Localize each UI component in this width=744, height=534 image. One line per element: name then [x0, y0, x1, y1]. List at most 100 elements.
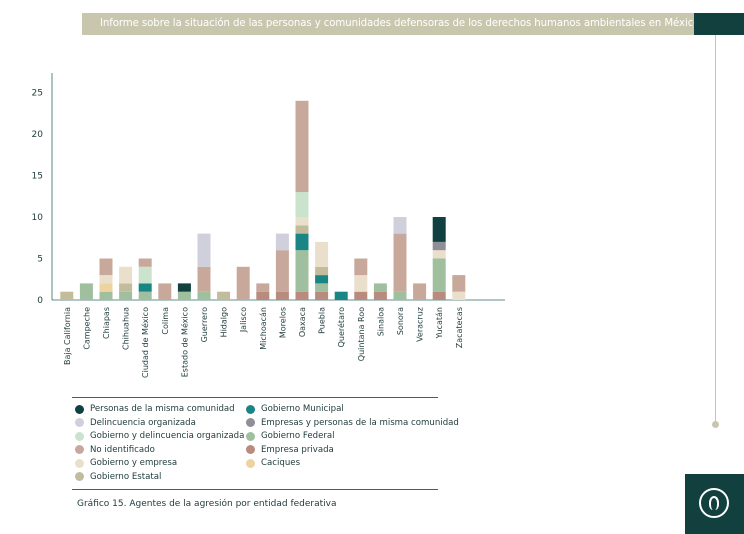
bar-segment [315, 291, 329, 300]
bar-segment [432, 291, 446, 300]
bar-segment [393, 217, 407, 234]
bar-segment [432, 258, 446, 292]
x-tick-label: Chihuahua [122, 307, 131, 350]
chart-caption: Gráfico 15. Agentes de la agresión por e… [77, 499, 337, 509]
x-tick-label: Sonora [396, 307, 405, 335]
legend-label: Empresa privada [261, 444, 334, 455]
bar-segment [158, 283, 172, 300]
legend-bottom-rule [72, 489, 438, 490]
legend-swatch [246, 431, 255, 441]
bar-segment [197, 233, 211, 267]
bar-segment [315, 275, 329, 284]
bar-segment [432, 241, 446, 251]
bar-segment [295, 100, 309, 193]
x-tick-label: Baja California [63, 307, 72, 365]
legend-swatch [75, 458, 84, 468]
bar-segment [119, 291, 133, 300]
side-rule-dot [712, 421, 719, 428]
x-tick-label: Colima [161, 307, 170, 335]
x-tick-label: Morelos [278, 307, 287, 338]
side-rule [715, 35, 716, 425]
legend-label: Gobierno Federal [261, 431, 335, 441]
bar-segment [197, 291, 211, 300]
report-title: Informe sobre la situación de las person… [100, 18, 732, 29]
x-tick-label: Puebla [318, 307, 327, 334]
bar-segment [217, 291, 231, 300]
bar-segment [315, 283, 329, 292]
legend-swatch [75, 431, 84, 441]
x-tick-label: Hidalgo [220, 307, 229, 338]
bar-segment [60, 291, 74, 300]
bar-segment [334, 291, 348, 300]
y-tick-label: 0 [37, 296, 43, 306]
header-bar [82, 13, 694, 35]
x-tick-label: Ciudad de México [140, 307, 150, 378]
legend-label: Gobierno Estatal [90, 471, 162, 482]
x-tick-label: Michoacán [259, 307, 268, 350]
legend-swatch [75, 404, 84, 414]
bar-segment [138, 266, 152, 284]
bar-segment [452, 275, 466, 292]
bar-segment [99, 283, 113, 292]
x-tick-label: Chiapas [102, 307, 111, 339]
x-tick-label: Zacatecas [455, 307, 464, 348]
legend-swatch [246, 445, 255, 454]
header-accent [694, 13, 744, 35]
bar-segment [432, 250, 446, 259]
legend-swatch [75, 445, 84, 454]
bar-segment [275, 233, 289, 251]
y-tick-label: 20 [32, 130, 44, 140]
x-tick-label: Jalisco [239, 307, 248, 333]
bar-segment [373, 291, 387, 300]
bar-segment [177, 291, 191, 300]
x-tick-label: Veracruz [416, 307, 425, 342]
bar-segment [354, 291, 368, 300]
x-tick-label: Sinaloa [376, 307, 385, 336]
bar-segment [275, 291, 289, 300]
bar-segment [393, 291, 407, 300]
bar-segment [256, 283, 270, 292]
bar-segment [354, 275, 368, 292]
legend-swatch [246, 418, 255, 427]
legend-label: Caciques [261, 458, 301, 468]
legend-swatch [75, 418, 84, 427]
bar-segment [119, 266, 133, 284]
bar-segment [197, 266, 211, 292]
bar-segment [315, 266, 329, 276]
bar-segment [315, 241, 329, 267]
bar-segment [452, 291, 466, 300]
x-tick-label: Oaxaca [298, 307, 307, 337]
bar-segment [99, 291, 113, 300]
legend-label: Empresas y personas de la misma comunida… [261, 417, 459, 428]
y-tick-label: 15 [32, 172, 43, 182]
x-tick-label: Estado de México [179, 307, 189, 377]
stacked-bar-chart: 0 5 10 15 20 25 Baja California Campeche Chiapas… [32, 73, 505, 378]
legend-label: Gobierno Municipal [261, 404, 344, 414]
x-tick-label: Yucatán [435, 307, 444, 339]
bar-segment [354, 258, 368, 276]
x-tick-label: Querétaro [336, 307, 346, 347]
y-tick-label: 25 [32, 89, 43, 99]
legend-swatch [75, 472, 84, 481]
bar-segment [413, 283, 427, 300]
legend-swatch [246, 404, 255, 414]
logo [685, 474, 744, 534]
bar-segment [138, 283, 152, 292]
y-tick-label: 10 [32, 213, 44, 223]
bar-segment [99, 275, 113, 284]
bar-segment [295, 225, 309, 234]
legend-label: Personas de la misma comunidad [90, 404, 235, 414]
x-tick-label: Campeche [82, 307, 91, 350]
bar-segment [373, 283, 387, 292]
x-tick-label: Quintana Roo [357, 307, 366, 361]
bar-segment [295, 250, 309, 292]
bar-segment [177, 283, 191, 292]
x-tick-label: Guerrero [200, 307, 209, 342]
bar-segment [256, 291, 270, 300]
legend-label: No identificado [90, 444, 155, 455]
bar-segment [236, 266, 250, 300]
legend-top-rule [72, 397, 438, 398]
bar-segment [432, 217, 446, 242]
legend-label: Delincuencia organizada [90, 417, 196, 428]
bar-segment [138, 258, 152, 267]
